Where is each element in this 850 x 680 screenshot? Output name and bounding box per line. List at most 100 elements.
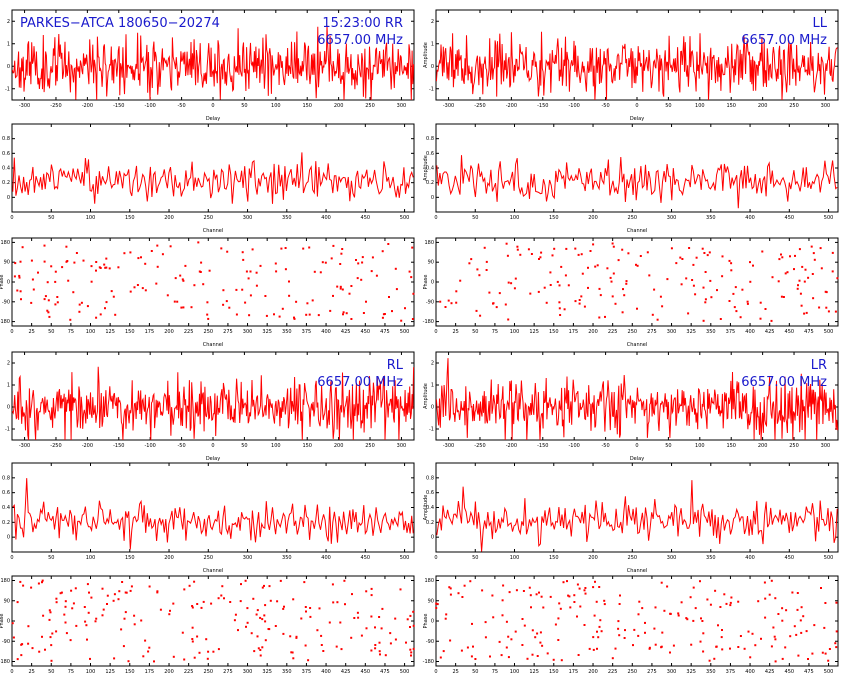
phase-point-LL: [728, 259, 731, 262]
panel-LL-phase: 0 25 50 75 100 125 150 175 200 225 250 275 300 325 350…: [423, 237, 839, 348]
phase-point-RL: [335, 645, 338, 648]
phase-point-RL: [370, 649, 373, 652]
x-tick-label: 50: [48, 215, 54, 221]
y-axis-title: Amplitude: [423, 155, 429, 181]
phase-point-LL: [777, 280, 780, 283]
phase-point-RL: [156, 591, 159, 594]
phase-point-LR: [435, 607, 438, 609]
x-tick-label: 250: [204, 215, 214, 221]
phase-point-LL: [439, 300, 442, 303]
phase-point-LL: [691, 279, 694, 281]
phase-point-RR: [247, 277, 250, 280]
phase-point-LL: [622, 288, 624, 291]
phase-point-RL: [65, 632, 68, 635]
x-tick-label: 200: [588, 555, 598, 561]
x-tick-label: 125: [105, 669, 115, 675]
phase-point-RR: [206, 301, 209, 304]
phase-point-LL: [656, 318, 659, 321]
phase-point-LR: [531, 629, 534, 632]
x-tick-label: -50: [178, 103, 186, 109]
x-tick-label: 375: [302, 329, 312, 335]
x-tick-label: 350: [706, 215, 716, 221]
x-tick-label: 375: [302, 669, 312, 675]
x-tick-label: -150: [537, 103, 548, 109]
x-tick-label: 0: [211, 443, 214, 449]
phase-point-LR: [672, 644, 675, 647]
y-axis-title: Amplitude: [423, 42, 429, 68]
phase-point-RL: [64, 621, 67, 624]
y-tick-label: -1: [429, 427, 434, 433]
phase-point-LR: [573, 601, 576, 603]
phase-point-RL: [378, 616, 381, 618]
phase-point-LL: [507, 318, 510, 321]
phase-point-LL: [510, 282, 513, 285]
phase-point-LL: [651, 313, 654, 316]
phase-point-LR: [737, 600, 740, 603]
phase-point-LL: [621, 248, 624, 251]
y-tick-label: -1: [5, 86, 10, 92]
phase-point-RL: [305, 610, 307, 613]
phase-point-LR: [737, 646, 740, 648]
phase-point-LR: [505, 646, 508, 649]
x-tick-label: 275: [647, 669, 657, 675]
x-tick-label: 75: [492, 329, 498, 335]
x-tick-label: 400: [745, 669, 755, 675]
phase-point-RR: [44, 295, 47, 298]
series-RR: [12, 152, 414, 204]
phase-point-RR: [110, 290, 113, 293]
phase-point-RL: [49, 636, 52, 639]
phase-point-LR: [824, 652, 827, 655]
phase-point-RR: [105, 257, 108, 260]
phase-point-LL: [539, 256, 542, 259]
panel-LL-delay: -300 -250 -200 -150 -100 -50 0 50 100 150 200 250 30…: [423, 9, 839, 122]
y-tick-label: 0: [7, 535, 10, 541]
phase-point-RR: [86, 305, 89, 308]
phase-point-LR: [677, 612, 680, 615]
phase-point-RL: [118, 590, 121, 593]
y-axis-title: Amplitude: [423, 495, 429, 521]
phase-point-LR: [632, 644, 634, 647]
phase-point-LL: [551, 254, 554, 257]
phase-point-RR: [342, 311, 345, 314]
x-tick-label: -200: [82, 103, 93, 109]
phase-point-RL: [389, 632, 392, 635]
phase-point-RL: [304, 644, 307, 647]
x-tick-label: 300: [243, 215, 253, 221]
phase-point-LL: [639, 255, 642, 257]
y-tick-label: 0: [431, 280, 434, 286]
phase-point-LL: [530, 253, 533, 255]
phase-point-RR: [193, 284, 196, 287]
phase-point-RR: [54, 303, 57, 306]
y-tick-label: -180: [0, 659, 10, 665]
phase-point-RR: [37, 271, 39, 274]
phase-point-LR: [774, 597, 777, 600]
phase-point-LR: [781, 619, 784, 622]
phase-point-RR: [21, 246, 24, 249]
phase-point-LL: [598, 316, 601, 319]
phase-point-RR: [73, 261, 76, 264]
phase-point-RL: [374, 647, 377, 650]
phase-point-LR: [549, 595, 552, 598]
phase-point-RL: [22, 584, 25, 587]
phase-point-RL: [340, 648, 343, 651]
phase-point-RL: [252, 597, 255, 600]
phase-point-LL: [675, 262, 678, 265]
x-tick-label: 150: [726, 103, 736, 109]
phase-point-LR: [568, 595, 571, 598]
phase-point-RR: [18, 274, 21, 277]
phase-point-RL: [255, 613, 258, 616]
phase-point-LL: [625, 280, 628, 283]
phase-point-LR: [618, 603, 621, 605]
y-tick-label: 180: [424, 578, 434, 584]
phase-point-RR: [305, 313, 308, 316]
phase-point-LL: [514, 277, 517, 280]
y-tick-label: 0.8: [2, 475, 10, 481]
plot-frame: [435, 575, 839, 667]
phase-point-RL: [44, 648, 46, 651]
phase-point-LL: [721, 255, 724, 258]
phase-point-RR: [50, 265, 53, 268]
x-tick-label: 475: [804, 329, 814, 335]
phase-point-LL: [666, 278, 669, 281]
phase-point-LL: [507, 281, 510, 284]
x-tick-label: 400: [745, 555, 755, 561]
